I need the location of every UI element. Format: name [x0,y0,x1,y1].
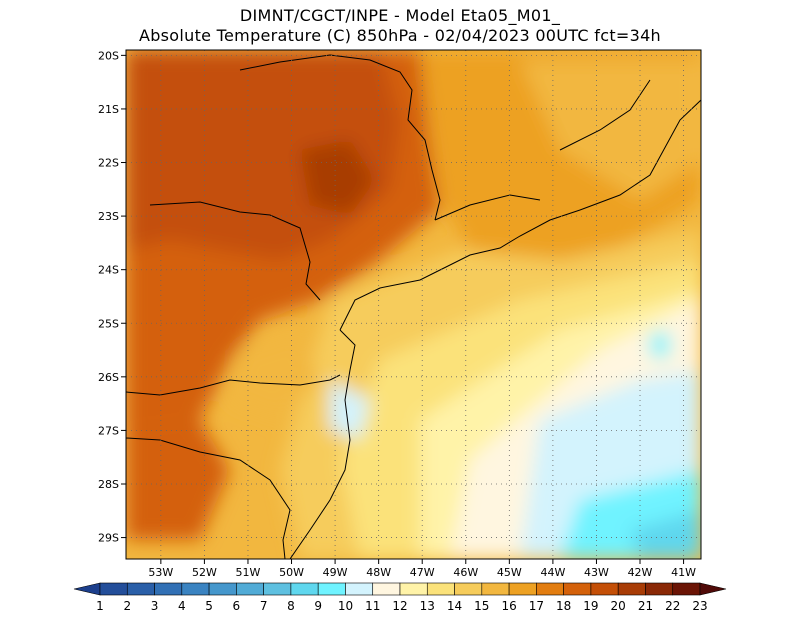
colorbar-swatch [154,582,183,596]
colorbar-swatch [645,582,674,596]
lat-tick-label: 20S [98,49,119,62]
colorbar-label: 12 [392,599,407,613]
colorbar-swatch [372,582,401,596]
colorbar-label: 13 [420,599,435,613]
colorbar-label: 17 [529,599,544,613]
colorbar-swatch [208,582,237,596]
colorbar-swatch [563,582,592,596]
lat-axis: 20S 21S 22S 23S 24S 25S 26S 27S 28S 29S [98,49,126,545]
colorbar-max-arrow [699,582,727,596]
lat-tick-label: 28S [98,478,119,491]
colorbar-label: 14 [447,599,462,613]
colorbar-swatch [672,582,701,596]
plot-frame [125,49,702,560]
colorbar-swatch [508,582,537,596]
colorbar-swatch [481,582,510,596]
colorbar-label: 5 [205,599,213,613]
colorbar-label: 22 [665,599,680,613]
colorbar-label: 2 [123,599,131,613]
colorbar-label: 7 [260,599,268,613]
colorbar-label: 9 [314,599,322,613]
lat-tick-label: 29S [98,532,119,545]
lon-tick-label: 46W [453,566,478,579]
colorbar-label: 11 [365,599,380,613]
colorbar-label: 3 [151,599,159,613]
lon-tick-label: 45W [497,566,522,579]
lat-tick-label: 22S [98,157,119,170]
lon-tick-label: 47W [410,566,435,579]
borders [126,54,701,559]
colorbar-min-arrow [73,582,101,596]
colorbar-swatch [399,582,428,596]
title-line-1: DIMNT/CGCT/INPE - Model Eta05_M01_ [239,6,561,25]
colorbar-label: 4 [178,599,186,613]
lat-tick-label: 26S [98,371,119,384]
colorbar-label: 18 [556,599,571,613]
colorbar-swatch [263,582,292,596]
lon-tick-label: 48W [366,566,391,579]
lat-tick-label: 25S [98,317,119,330]
colorbar-label: 23 [692,599,707,613]
colorbar-label: 16 [501,599,516,613]
lon-tick-label: 41W [671,566,696,579]
colorbar-label: 20 [611,599,626,613]
colorbar-label: 1 [96,599,104,613]
colorbar-swatch [454,582,483,596]
colorbar-swatch [290,582,319,596]
lat-tick-label: 23S [98,210,119,223]
lon-tick-label: 52W [192,566,217,579]
colorbar-label: 19 [583,599,598,613]
graticule [126,50,701,559]
lat-tick-label: 24S [98,264,119,277]
colorbar-swatch [99,582,128,596]
colorbar-swatch [590,582,619,596]
lon-tick-label: 44W [540,566,565,579]
colorbar-swatch [345,582,374,596]
colorbar-swatch [181,582,210,596]
temperature-field [126,50,701,559]
lon-axis: 53W 52W 51W 50W 49W 48W 47W 46W 45W 44W 43W 42W 41W [148,559,696,579]
colorbar-swatch [426,582,455,596]
lon-tick-label: 49W [323,566,348,579]
colorbar-swatch [126,582,155,596]
lat-tick-label: 27S [98,424,119,437]
colorbar-label: 8 [287,599,295,613]
lon-tick-label: 50W [279,566,304,579]
lon-tick-label: 53W [148,566,173,579]
colorbar-swatch [617,582,646,596]
lon-tick-label: 51W [236,566,261,579]
colorbar-label: 10 [338,599,353,613]
colorbar-swatch [317,582,346,596]
lon-tick-label: 42W [628,566,653,579]
colorbar-label: 6 [233,599,241,613]
title-line-2: Absolute Temperature (C) 850hPa - 02/04/… [138,26,662,45]
colorbar-swatch [536,582,564,596]
colorbar-label: 21 [638,599,653,613]
colorbar: 1 2 3 4 5 6 7 8 9 10 11 12 13 14 15 16 17 18 19 20 21 22 23 [73,582,727,613]
colorbar-swatch [236,582,264,596]
lat-tick-label: 21S [98,103,119,116]
colorbar-label: 15 [474,599,489,613]
lon-tick-label: 43W [584,566,609,579]
